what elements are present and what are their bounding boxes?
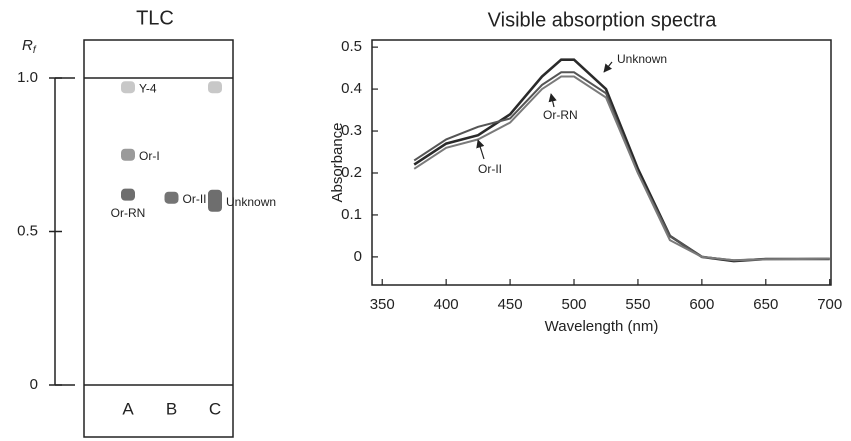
y-tick-label: 0 bbox=[354, 248, 362, 265]
x-tick-label: 400 bbox=[434, 296, 459, 313]
y-tick-label: 1.0 bbox=[17, 69, 38, 86]
tlc-spot bbox=[208, 189, 222, 212]
x-axis-label: Wavelength (nm) bbox=[545, 318, 659, 335]
spot-label: Unknown bbox=[226, 195, 276, 209]
lane-label: B bbox=[166, 399, 177, 418]
y-axis-label: Absorbance bbox=[329, 122, 346, 202]
annotation-arrow bbox=[548, 93, 557, 108]
x-tick-label: 500 bbox=[561, 296, 586, 313]
y-tick-label: 0.2 bbox=[341, 164, 362, 181]
y-label: Rf bbox=[22, 37, 37, 56]
y-tick-label: 0 bbox=[30, 376, 38, 393]
x-tick-label: 550 bbox=[625, 296, 650, 313]
x-tick-label: 700 bbox=[817, 296, 842, 313]
y-tick-label: 0.3 bbox=[341, 122, 362, 139]
y-tick-label: 0.5 bbox=[17, 222, 38, 239]
tlc-spot bbox=[121, 148, 135, 161]
x-tick-label: 600 bbox=[689, 296, 714, 313]
y-label-sub: f bbox=[33, 45, 37, 56]
tlc-spot bbox=[164, 191, 179, 204]
lane-label: A bbox=[122, 399, 134, 418]
x-tick-label: 650 bbox=[753, 296, 778, 313]
lane-label: C bbox=[209, 399, 221, 418]
series-label: Or-II bbox=[478, 162, 502, 176]
y-tick-label: 0.4 bbox=[341, 80, 362, 97]
spot-label: Y-4 bbox=[139, 81, 157, 95]
series-label: Or-RN bbox=[543, 108, 578, 122]
spot-label: Or-II bbox=[183, 192, 207, 206]
tlc-plate bbox=[83, 39, 234, 438]
spectrum-line bbox=[413, 75, 830, 262]
y-label-main: R bbox=[22, 37, 33, 54]
series-label: Unknown bbox=[617, 52, 667, 66]
spot-label: Or-RN bbox=[111, 206, 146, 220]
tlc-spot bbox=[121, 188, 135, 201]
spectra-title: Visible absorption spectra bbox=[488, 9, 718, 31]
spot-label: Or-I bbox=[139, 149, 160, 163]
plot-frame bbox=[371, 39, 832, 286]
x-tick-label: 450 bbox=[498, 296, 523, 313]
tlc-spot bbox=[208, 81, 222, 94]
y-tick-label: 0.1 bbox=[341, 206, 362, 223]
spectrum-line bbox=[413, 58, 830, 263]
tlc-spot bbox=[121, 81, 135, 94]
annotation-arrow bbox=[476, 139, 485, 160]
y-tick-label: 0.5 bbox=[341, 38, 362, 55]
x-tick-label: 350 bbox=[370, 296, 395, 313]
spectrum-line bbox=[413, 71, 830, 262]
tlc-title: TLC bbox=[136, 7, 174, 29]
annotation-arrow bbox=[603, 61, 613, 73]
